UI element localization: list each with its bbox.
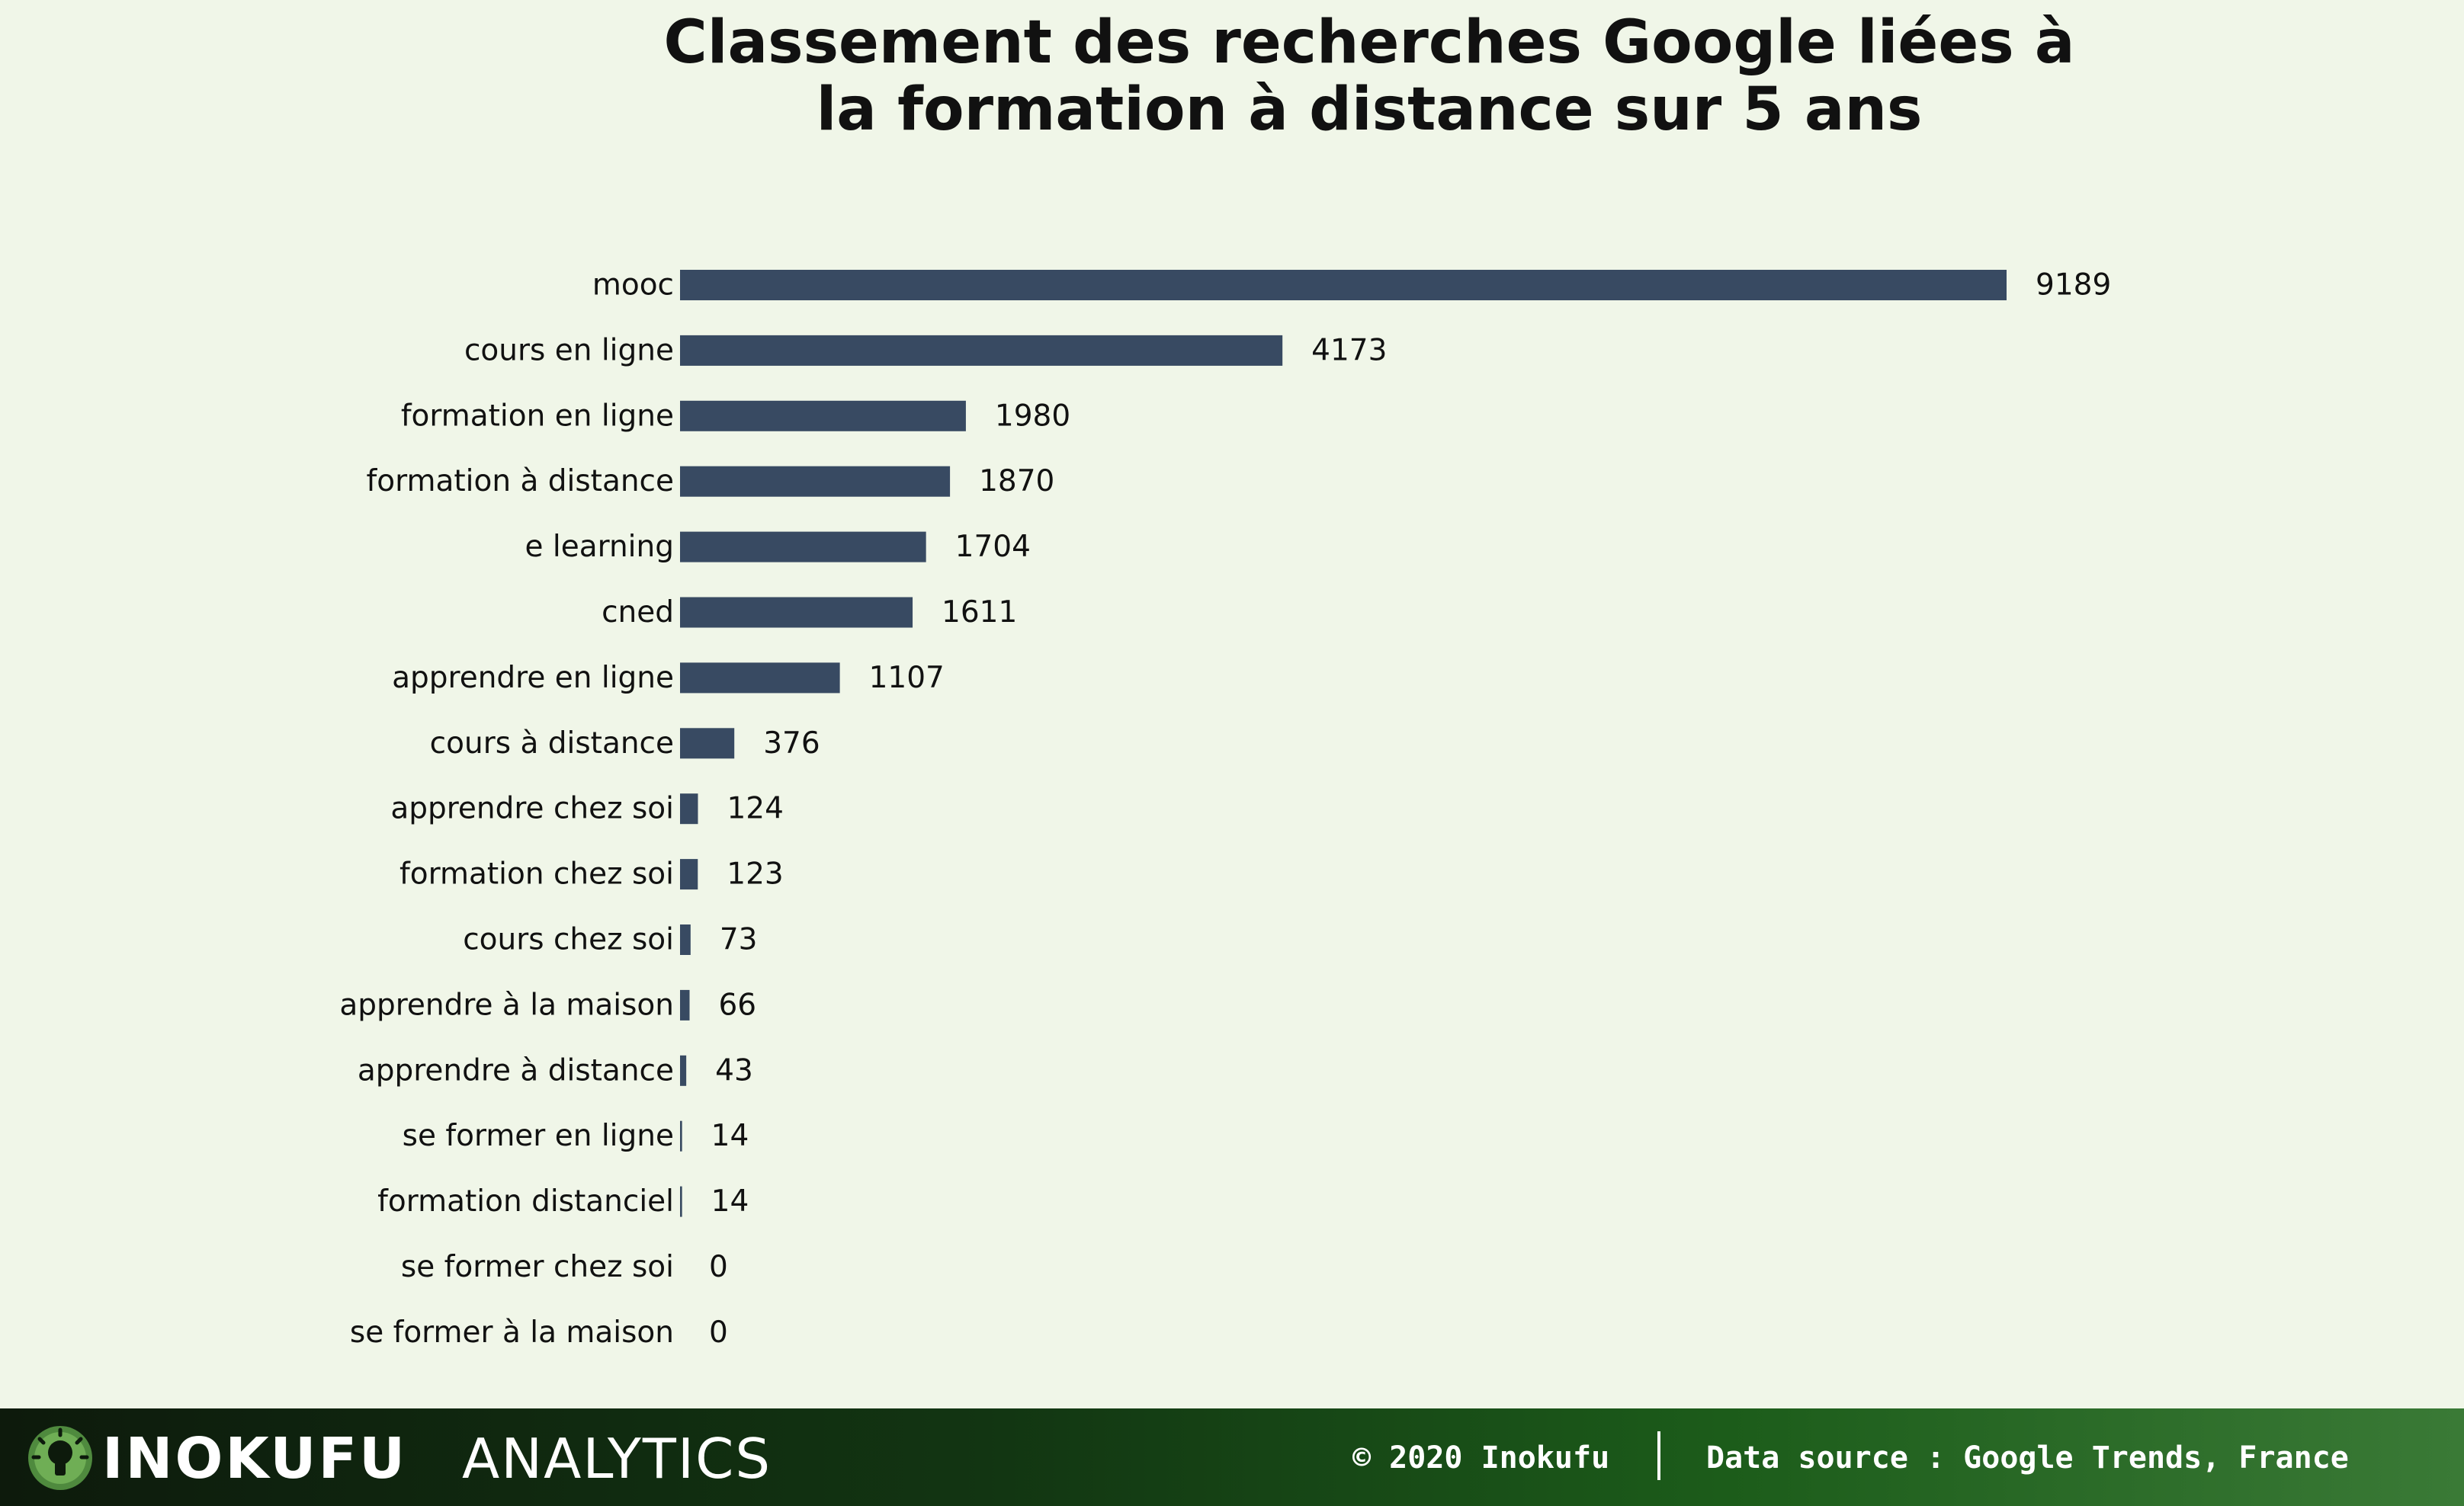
value-label: 1980: [995, 399, 1070, 433]
category-label: formation chez soi: [399, 857, 674, 892]
value-label: 0: [709, 1315, 728, 1350]
value-label: 0: [709, 1250, 728, 1284]
data-source-text: Data source : Google Trends, France: [1706, 1440, 2349, 1476]
category-label: se former chez soi: [401, 1250, 674, 1284]
category-labels-layer: mooc cours en ligne formation en ligne form…: [339, 268, 674, 1350]
bar: [680, 270, 2007, 300]
category-label: formation à distance: [367, 464, 674, 498]
category-label: apprendre en ligne: [392, 661, 674, 695]
bar-chart: mooc cours en ligne formation en ligne form…: [339, 268, 2111, 1350]
value-label: 66: [718, 988, 756, 1022]
value-label: 43: [715, 1053, 753, 1088]
lightbulb-logo-icon: [28, 1426, 92, 1490]
category-label: apprendre à la maison: [339, 988, 674, 1022]
chart-title-line-1: Classement des recherches Google liées à: [663, 8, 2075, 77]
logo-brand-text: INOKUFU: [102, 1426, 408, 1492]
bars-layer: [680, 270, 2007, 1217]
bar: [680, 1186, 682, 1217]
value-label: 1611: [942, 595, 1017, 630]
category-label: se former en ligne: [403, 1119, 674, 1153]
category-label: cned: [602, 595, 674, 630]
bar: [680, 400, 966, 431]
bar: [680, 859, 698, 890]
category-label: apprendre chez soi: [390, 792, 674, 826]
category-label: e learning: [525, 530, 675, 564]
copyright-text: © 2020 Inokufu: [1352, 1440, 1610, 1476]
logo-analytics-text: ANALYTICS: [462, 1427, 772, 1491]
category-label: cours chez soi: [463, 923, 674, 957]
category-label: apprendre à distance: [358, 1053, 674, 1088]
bar: [680, 1120, 682, 1152]
value-label: 73: [720, 923, 758, 957]
category-label: se former à la maison: [350, 1315, 674, 1350]
bar: [680, 662, 840, 694]
bar: [680, 793, 698, 825]
category-label: cours à distance: [430, 726, 674, 761]
value-label: 9189: [2036, 268, 2111, 303]
value-label: 14: [711, 1184, 749, 1219]
value-label: 1107: [869, 661, 945, 695]
bar: [680, 728, 735, 759]
footer-divider: [1657, 1431, 1660, 1480]
bar: [680, 531, 926, 562]
value-label: 376: [763, 726, 820, 761]
bar: [680, 1055, 687, 1086]
bar: [680, 924, 691, 955]
footer-banner: INOKUFU ANALYTICS © 2020 Inokufu Data so…: [0, 1408, 2464, 1506]
value-label: 1870: [979, 464, 1054, 498]
category-label: formation distanciel: [377, 1184, 674, 1219]
chart-title-text: Classement des recherches Google liées à…: [390, 9, 2075, 143]
chart-title: Classement des recherches Google liées à…: [0, 0, 2464, 152]
bar: [680, 335, 1283, 366]
value-label: 1704: [955, 530, 1031, 564]
value-label: 4173: [1311, 333, 1387, 367]
category-label: cours en ligne: [464, 333, 674, 367]
value-labels-layer: 9189 4173 1980 1870 1704 1611 1107 376 124 123 73 6…: [709, 268, 2111, 1350]
category-label: mooc: [592, 268, 674, 303]
category-label: formation en ligne: [401, 399, 674, 433]
value-label: 123: [727, 857, 783, 892]
bar: [680, 597, 913, 628]
value-label: 14: [711, 1119, 749, 1153]
bar: [680, 466, 951, 497]
chart-title-line-2: la formation à distance sur 5 ans: [816, 75, 1923, 144]
value-label: 124: [727, 792, 783, 826]
bar: [680, 989, 690, 1021]
